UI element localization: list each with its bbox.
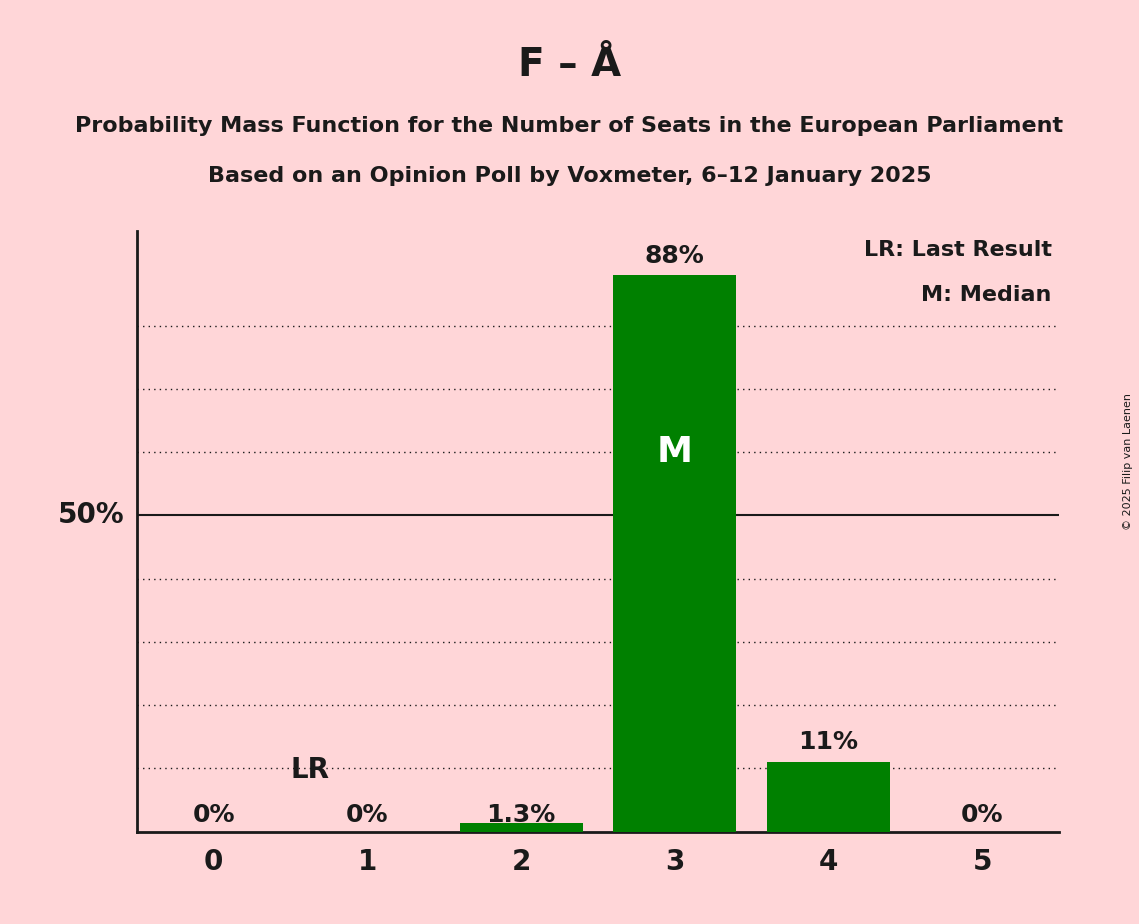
Text: 1.3%: 1.3% <box>486 803 556 827</box>
Text: M: Median: M: Median <box>921 285 1051 305</box>
Bar <box>613 275 737 832</box>
Text: 0%: 0% <box>346 803 388 827</box>
Text: 50%: 50% <box>58 502 124 529</box>
Bar <box>460 823 583 832</box>
Text: LR: Last Result: LR: Last Result <box>863 240 1051 261</box>
Text: M: M <box>657 435 693 469</box>
Text: © 2025 Filip van Laenen: © 2025 Filip van Laenen <box>1123 394 1133 530</box>
Text: 0%: 0% <box>961 803 1003 827</box>
Text: 0%: 0% <box>192 803 235 827</box>
Text: 11%: 11% <box>798 731 859 755</box>
Text: LR: LR <box>290 756 329 784</box>
Text: 88%: 88% <box>645 244 705 268</box>
Text: Based on an Opinion Poll by Voxmeter, 6–12 January 2025: Based on an Opinion Poll by Voxmeter, 6–… <box>207 166 932 187</box>
Text: Probability Mass Function for the Number of Seats in the European Parliament: Probability Mass Function for the Number… <box>75 116 1064 136</box>
Bar <box>768 762 891 832</box>
Text: F – Å: F – Å <box>518 46 621 84</box>
